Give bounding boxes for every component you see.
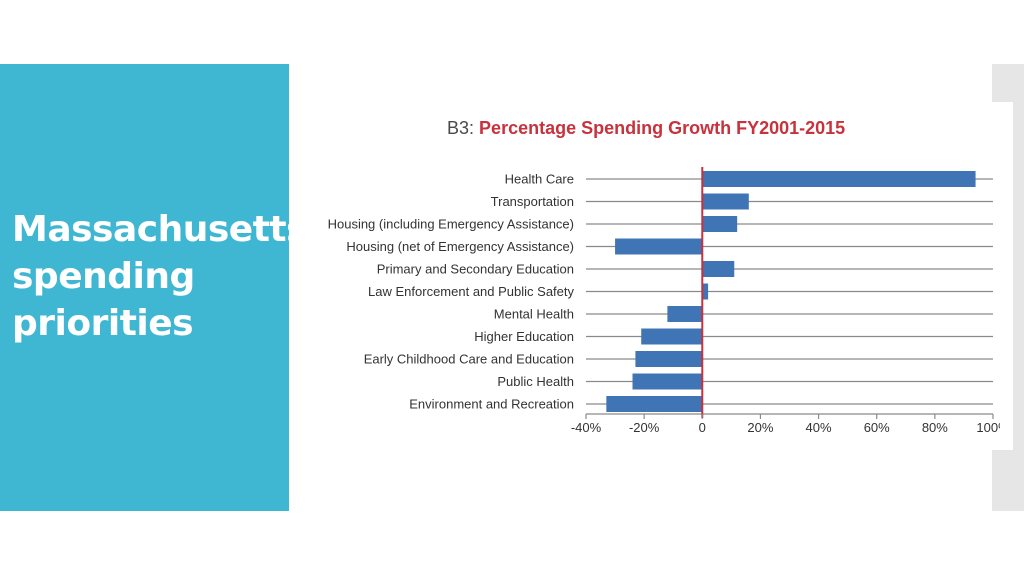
category-label: Public Health xyxy=(497,374,574,389)
category-label: Housing (including Emergency Assistance) xyxy=(328,217,574,232)
bar-3 xyxy=(615,238,703,255)
bar-1 xyxy=(702,193,749,210)
bar-7 xyxy=(641,328,703,345)
bar-2 xyxy=(702,216,738,232)
slide-title-line-2: spending xyxy=(12,256,195,297)
bar-8 xyxy=(635,351,703,367)
bar-10 xyxy=(606,396,703,412)
x-tick-label: 100% xyxy=(976,420,1000,435)
x-tick-label: -40% xyxy=(571,420,602,435)
chart-title: B3: Percentage Spending Growth FY2001-20… xyxy=(447,118,845,139)
x-tick-label: 40% xyxy=(806,420,832,435)
category-label: Law Enforcement and Public Safety xyxy=(368,284,574,299)
x-tick-label: 20% xyxy=(747,420,773,435)
bar-6 xyxy=(667,306,703,322)
category-label: Environment and Recreation xyxy=(409,397,574,412)
category-label: Higher Education xyxy=(474,329,574,344)
spending-growth-chart: Health Care Transportation Housing (includ… xyxy=(328,167,1000,435)
x-tick-label: 0 xyxy=(699,420,706,435)
chart-title-text: Percentage Spending Growth FY2001-2015 xyxy=(479,118,846,138)
category-label: Housing (net of Emergency Assistance) xyxy=(346,239,574,254)
chart-title-prefix: B3: xyxy=(447,118,475,138)
slide-title-line-3: priorities xyxy=(12,303,194,344)
category-label: Primary and Secondary Education xyxy=(377,262,574,277)
title-panel xyxy=(0,64,289,511)
bar-0 xyxy=(702,171,976,187)
bar-5 xyxy=(702,283,709,300)
x-tick-label: 80% xyxy=(922,420,948,435)
category-label: Mental Health xyxy=(494,307,574,322)
bar-9 xyxy=(632,373,703,390)
category-label: Transportation xyxy=(491,194,574,209)
category-label: Health Care xyxy=(505,172,574,187)
x-tick-label: -20% xyxy=(629,420,660,435)
bar-4 xyxy=(702,261,735,277)
right-edge-notch xyxy=(992,102,1013,450)
x-tick-label: 60% xyxy=(864,420,890,435)
slide-title-line-1: Massachusetts xyxy=(12,209,308,250)
category-label: Early Childhood Care and Education xyxy=(364,352,574,367)
right-edge-strip xyxy=(992,64,1024,511)
slide-title: Massachusetts spending priorities xyxy=(12,206,308,347)
